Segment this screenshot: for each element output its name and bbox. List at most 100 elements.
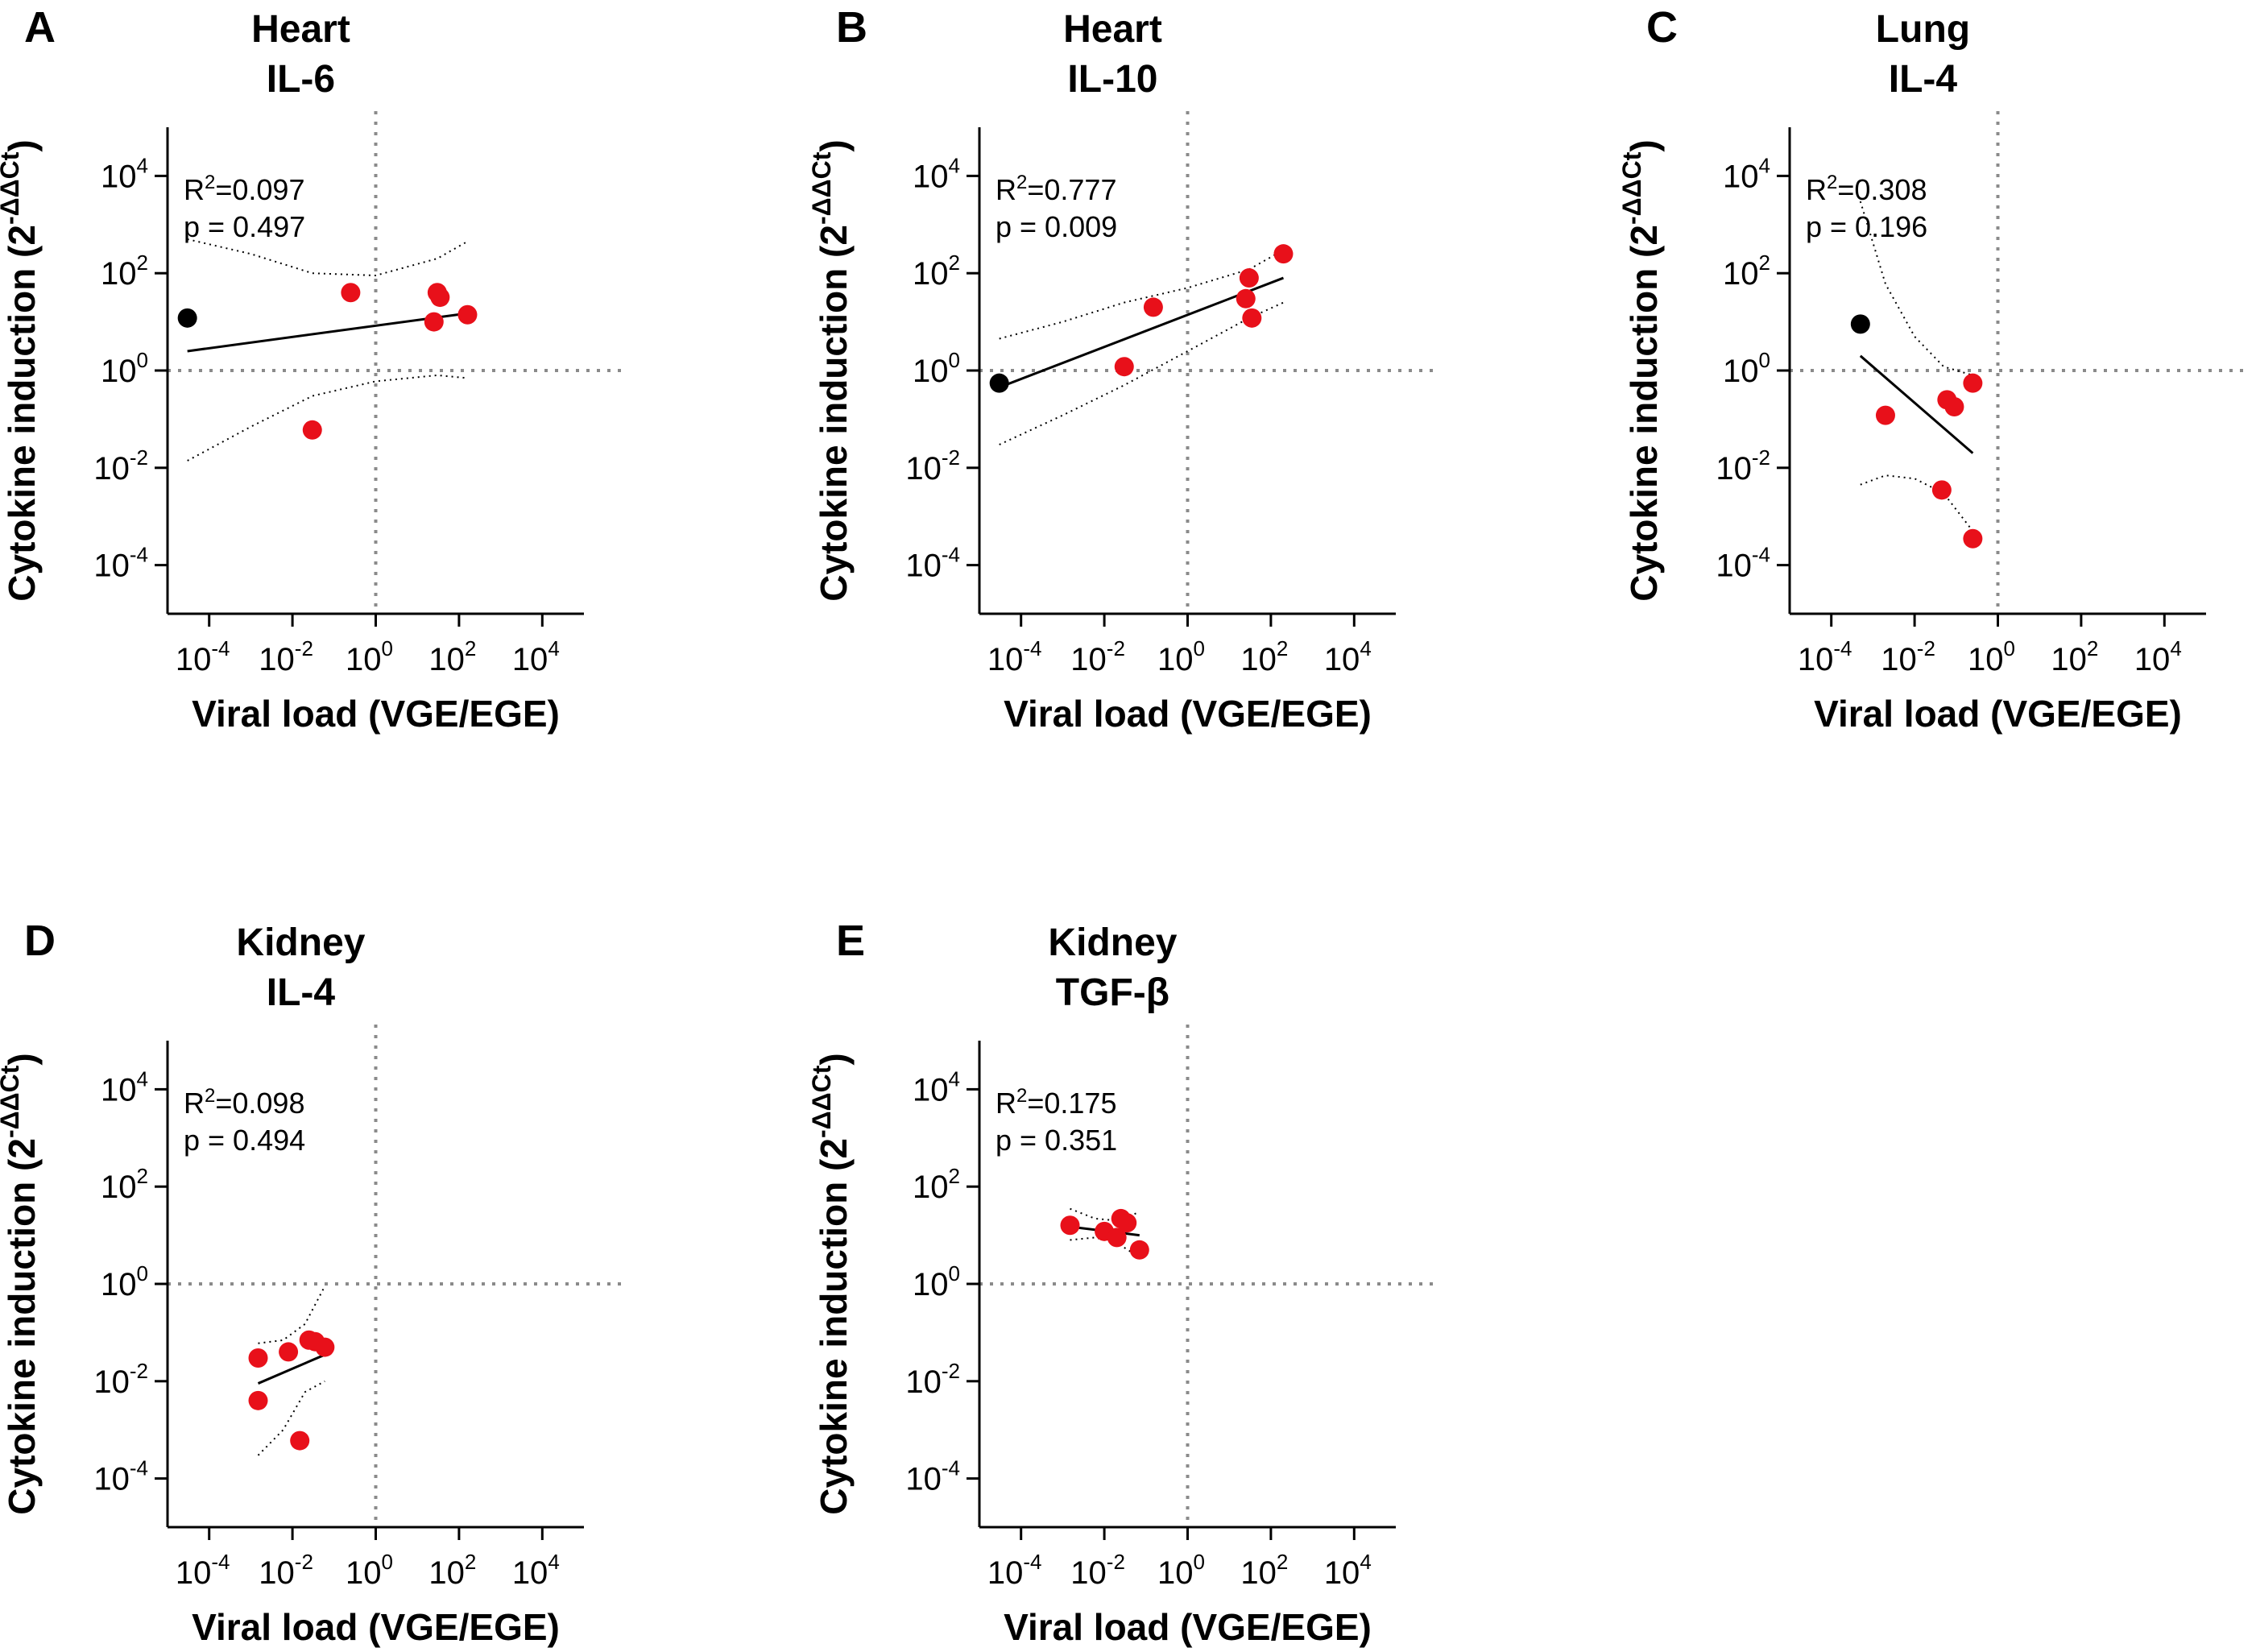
- y-tick-exponent: 2: [949, 1164, 960, 1188]
- r-squared-exponent: 2: [205, 172, 215, 193]
- x-tick-exponent: 2: [1277, 1550, 1288, 1574]
- data-point: [1129, 1240, 1149, 1260]
- y-axis-label: Cytokine induction (2-ΔΔCt): [1617, 139, 1665, 601]
- regression-line: [1859, 354, 1974, 454]
- y-tick-exponent: 0: [137, 1261, 148, 1286]
- r-squared-value: =0.097: [215, 173, 304, 206]
- confidence-band-lower: [999, 301, 1284, 445]
- y-tick-exponent: 4: [949, 1066, 960, 1091]
- r-squared-label: R2=0.777: [996, 172, 1116, 206]
- y-axis-label-close: ): [1623, 139, 1665, 151]
- y-tick-base: 10: [101, 1267, 137, 1302]
- confidence-band-upper: [999, 249, 1284, 340]
- y-tick-exponent: 2: [949, 250, 960, 275]
- y-tick-base: 10: [913, 1267, 949, 1302]
- data-point: [1944, 396, 1964, 416]
- y-tick-label: 100: [101, 348, 148, 389]
- data-point: [430, 288, 450, 308]
- y-tick-label: 104: [1723, 153, 1770, 194]
- x-tick-label: 10-2: [1070, 1550, 1125, 1591]
- x-tick-label: 10-2: [259, 636, 313, 677]
- x-tick-label: 100: [346, 1550, 393, 1591]
- x-tick-exponent: -4: [1023, 636, 1041, 660]
- x-tick-exponent: 4: [1360, 1550, 1371, 1574]
- y-tick-label: 10-4: [93, 1456, 148, 1497]
- x-tick-base: 10: [1968, 642, 2004, 677]
- x-tick-label: 104: [512, 636, 560, 677]
- r-squared-exponent: 2: [1827, 172, 1837, 193]
- y-tick-exponent: 0: [137, 348, 148, 372]
- y-axis-label-close: ): [1, 139, 43, 151]
- x-tick-exponent: 4: [548, 636, 559, 660]
- x-tick-label: 100: [1968, 636, 2015, 677]
- r-squared-symbol: R: [184, 173, 205, 206]
- panel-title: Heart: [251, 8, 350, 51]
- x-axis-label: Viral load (VGE/EGE): [192, 693, 560, 735]
- y-tick-label: 104: [913, 153, 960, 194]
- panel-letter: C: [1646, 3, 1678, 52]
- x-tick-exponent: 0: [2004, 636, 2015, 660]
- x-tick-label: 10-4: [176, 1550, 230, 1591]
- y-tick-exponent: -4: [1752, 543, 1770, 567]
- y-axis-label: Cytokine induction (2-ΔΔCt): [807, 139, 855, 601]
- y-axis-label-text: Cytokine induction (2: [813, 1138, 855, 1515]
- panel-letter: E: [836, 917, 865, 965]
- r-squared-label: R2=0.308: [1806, 172, 1927, 206]
- x-tick-label: 10-4: [987, 1550, 1042, 1591]
- x-tick-base: 10: [987, 1555, 1024, 1591]
- y-tick-exponent: 4: [137, 1066, 148, 1091]
- panel-title: Kidney: [236, 921, 365, 964]
- y-axis-label-close: ): [1, 1053, 43, 1065]
- data-point: [341, 283, 361, 303]
- x-tick-base: 10: [259, 1555, 295, 1591]
- data-point: [290, 1430, 310, 1451]
- p-value-label: p = 0.009: [996, 210, 1117, 243]
- panel-title: IL-4: [1889, 58, 1958, 101]
- x-tick-label: 104: [1324, 1550, 1372, 1591]
- x-tick-exponent: 2: [1277, 636, 1288, 660]
- x-tick-label: 102: [2051, 636, 2098, 677]
- x-tick-exponent: -2: [1917, 636, 1935, 660]
- data-point: [1117, 1213, 1137, 1233]
- x-tick-label: 10-4: [987, 636, 1042, 677]
- y-tick-base: 10: [905, 1364, 942, 1400]
- y-tick-exponent: -4: [130, 543, 148, 567]
- data-point: [1239, 268, 1259, 288]
- y-tick-base: 10: [913, 1072, 949, 1108]
- data-point: [248, 1390, 268, 1410]
- data-point: [302, 420, 322, 440]
- y-tick-label: 102: [101, 1164, 148, 1205]
- x-tick-exponent: -4: [211, 636, 230, 660]
- y-tick-base: 10: [913, 1170, 949, 1205]
- y-tick-label: 104: [101, 1066, 148, 1108]
- r-squared-symbol: R: [996, 173, 1016, 206]
- x-tick-label: 102: [1240, 1550, 1288, 1591]
- x-tick-base: 10: [2134, 642, 2171, 677]
- y-axis-label-text: Cytokine induction (2: [1, 225, 43, 602]
- x-tick-base: 10: [512, 642, 548, 677]
- y-tick-base: 10: [1723, 354, 1759, 389]
- r-squared-exponent: 2: [1016, 172, 1027, 193]
- panel-title: IL-4: [267, 971, 336, 1014]
- data-point: [1060, 1215, 1080, 1236]
- x-tick-label: 10-2: [1070, 636, 1125, 677]
- x-tick-exponent: 4: [548, 1550, 559, 1574]
- panel-letter: D: [24, 917, 56, 965]
- p-value-label: p = 0.351: [996, 1124, 1117, 1157]
- x-tick-base: 10: [987, 642, 1024, 677]
- y-tick-base: 10: [913, 354, 949, 389]
- data-point: [279, 1342, 299, 1362]
- x-tick-label: 104: [512, 1550, 560, 1591]
- y-tick-label: 102: [913, 1164, 960, 1205]
- x-tick-label: 100: [1157, 636, 1205, 677]
- x-axis-label: Viral load (VGE/EGE): [1814, 693, 2182, 735]
- data-point: [1236, 288, 1256, 308]
- x-tick-base: 10: [176, 642, 212, 677]
- data-point: [248, 1348, 268, 1368]
- r-squared-exponent: 2: [1016, 1085, 1027, 1107]
- x-tick-label: 10-4: [176, 636, 230, 677]
- y-tick-label: 104: [913, 1066, 960, 1108]
